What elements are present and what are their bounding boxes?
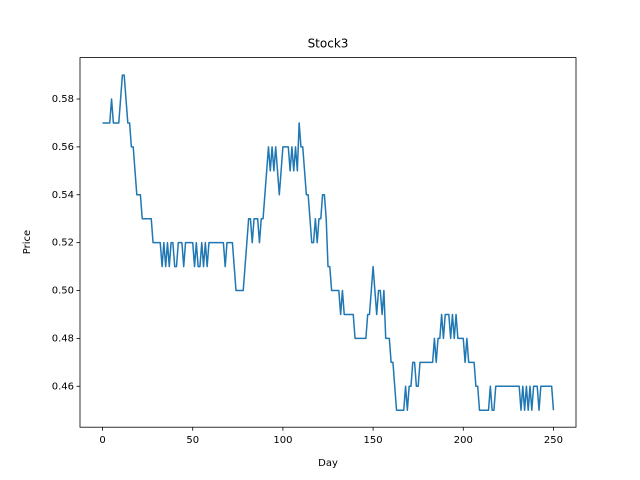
y-axis-label: Price (22, 230, 33, 254)
y-tick-label: 0.50 (52, 286, 74, 297)
x-tick-label: 250 (544, 435, 563, 446)
x-tick-label: 50 (186, 435, 199, 446)
y-tick-label: 0.58 (52, 94, 74, 105)
y-tick-label: 0.56 (52, 142, 74, 153)
y-tick-label: 0.54 (52, 190, 74, 201)
y-tick-label: 0.48 (52, 333, 74, 344)
y-tick-label: 0.52 (52, 238, 74, 249)
axes-frame (79, 57, 577, 428)
x-tick-label: 150 (364, 435, 383, 446)
y-tick-label: 0.46 (52, 381, 74, 392)
x-tick-label: 100 (273, 435, 292, 446)
data-line (102, 74, 555, 411)
x-tick-label: 200 (454, 435, 473, 446)
x-axis-label: Day (318, 458, 338, 469)
chart-title: Stock3 (308, 37, 349, 51)
x-tick-label: 0 (99, 435, 105, 446)
